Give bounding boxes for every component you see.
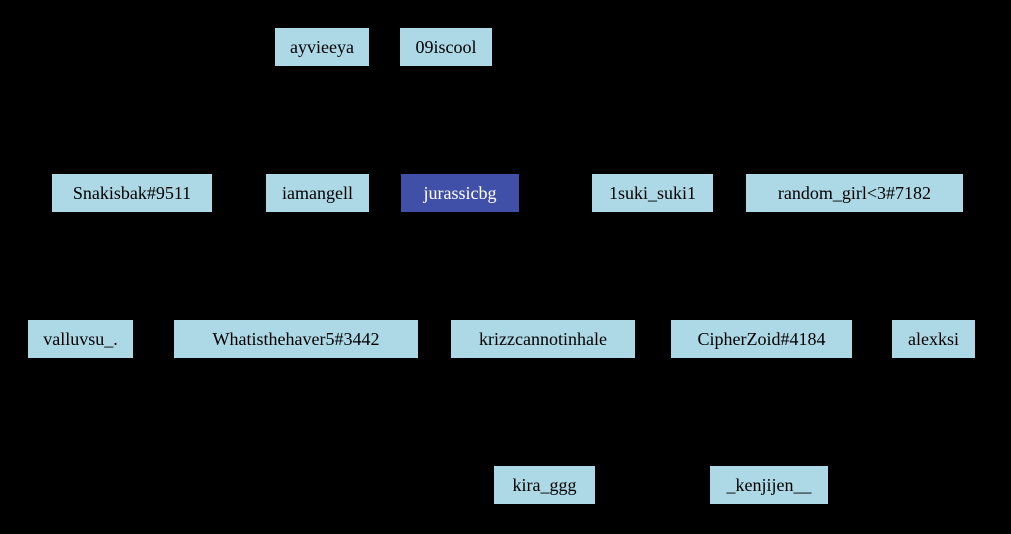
user-node-label: 09iscool xyxy=(416,37,477,58)
user-node-label: 1suki_suki1 xyxy=(609,183,696,204)
user-node-ayvieeya: ayvieeya xyxy=(274,27,370,67)
user-node-valluvsu: valluvsu_. xyxy=(27,319,134,359)
user-node-label: alexksi xyxy=(908,329,959,350)
user-node-label: random_girl<3#7182 xyxy=(778,183,931,204)
user-node-label: _kenjijen__ xyxy=(727,475,812,496)
user-node-label: valluvsu_. xyxy=(43,329,118,350)
user-node-kenjijen: _kenjijen__ xyxy=(709,465,829,505)
user-node-1suki_suki1: 1suki_suki1 xyxy=(591,173,714,213)
user-node-cipherzoid: CipherZoid#4184 xyxy=(670,319,853,359)
user-node-label: kira_ggg xyxy=(513,475,577,496)
user-node-jurassicbg: jurassicbg xyxy=(400,173,520,213)
user-node-kira_ggg: kira_ggg xyxy=(493,465,596,505)
user-node-09iscool: 09iscool xyxy=(399,27,493,67)
user-node-label: krizzcannotinhale xyxy=(479,329,607,350)
user-node-alexksi: alexksi xyxy=(891,319,976,359)
user-node-label: iamangell xyxy=(282,183,353,204)
user-node-snakisbak: Snakisbak#9511 xyxy=(51,173,213,213)
user-node-label: CipherZoid#4184 xyxy=(698,329,826,350)
user-node-label: Whatisthehaver5#3442 xyxy=(213,329,380,350)
user-node-random_girl: random_girl<3#7182 xyxy=(745,173,964,213)
user-node-label: jurassicbg xyxy=(424,183,497,204)
user-node-krizz: krizzcannotinhale xyxy=(450,319,636,359)
user-node-label: Snakisbak#9511 xyxy=(73,183,191,204)
user-node-whatisthehaver: Whatisthehaver5#3442 xyxy=(173,319,419,359)
user-node-label: ayvieeya xyxy=(290,37,354,58)
user-node-iamangell: iamangell xyxy=(265,173,370,213)
